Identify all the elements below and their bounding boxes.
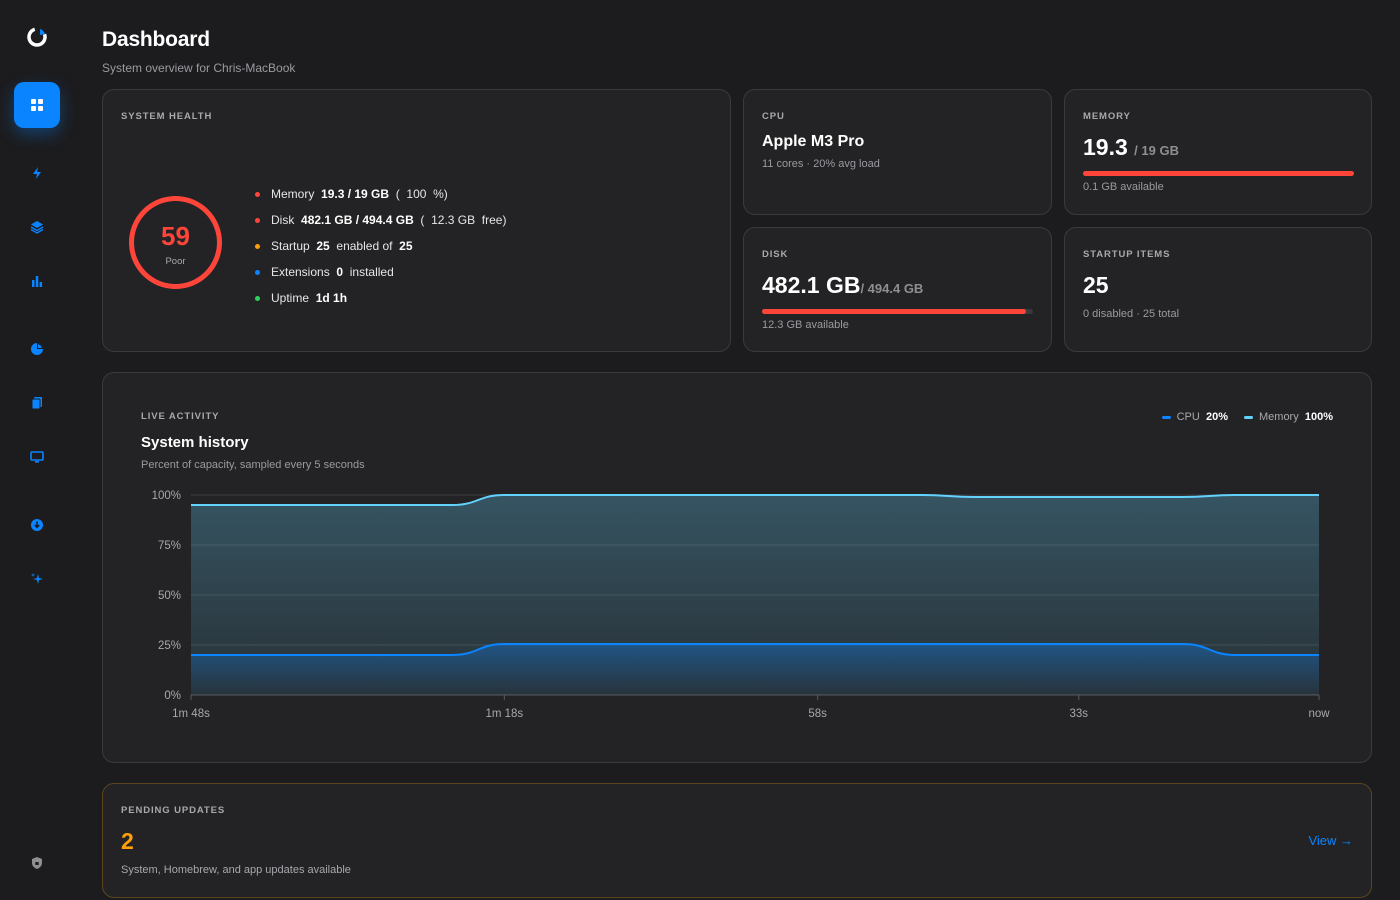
startup-card: STARTUP ITEMS 25 0 disabled · 25 total	[1064, 227, 1372, 352]
pending-updates-card: PENDING UPDATES 2 System, Homebrew, and …	[102, 783, 1372, 898]
x-tick-label: 33s	[1070, 708, 1089, 720]
monitor-icon	[30, 451, 44, 463]
memory-value: 19.3 / 19 GB	[1083, 134, 1179, 160]
legend-swatch	[1244, 415, 1253, 419]
y-tick-label: 25%	[158, 640, 181, 652]
status-dot	[255, 295, 260, 301]
sidebar-item-downloads[interactable]	[14, 502, 60, 548]
x-tick-label: 1m 48s	[172, 708, 210, 720]
card-label: LIVE ACTIVITY	[141, 411, 220, 422]
layers-icon	[30, 221, 44, 234]
x-tick-label: 1m 18s	[485, 708, 523, 720]
health-item-uptime: Uptime 1d 1h	[255, 285, 506, 311]
system-health-card: SYSTEM HEALTH 59 Poor Memory 19.3 / 19 G…	[102, 89, 731, 352]
card-label: MEMORY	[1083, 111, 1131, 122]
sidebar-item-dashboard[interactable]	[14, 82, 60, 128]
updates-sub: System, Homebrew, and app updates availa…	[121, 864, 351, 876]
disk-value: 482.1 GB/ 494.4 GB	[762, 272, 924, 298]
card-label: SYSTEM HEALTH	[121, 111, 213, 122]
health-status: Poor	[165, 256, 186, 267]
legend-swatch	[1161, 415, 1171, 419]
sidebar-item-cleanup[interactable]	[14, 556, 60, 602]
disk-sub: 12.3 GB available	[762, 319, 849, 331]
legend-item-memory: Memory 100%	[1244, 411, 1333, 423]
grid-icon	[31, 99, 43, 111]
shield-icon	[32, 857, 42, 869]
health-item-disk: Disk 482.1 GB / 494.4 GB ( 12.3 GB free)	[255, 207, 506, 233]
health-gauge	[129, 196, 222, 289]
y-tick-label: 75%	[158, 540, 181, 552]
status-dot	[255, 191, 260, 197]
x-tick-label: 58s	[808, 708, 827, 720]
y-tick-label: 50%	[158, 590, 181, 602]
sidebar-item-stats[interactable]	[14, 258, 60, 304]
health-score: 59	[161, 221, 190, 251]
memory-sub: 0.1 GB available	[1083, 181, 1164, 193]
disk-bar	[762, 309, 1033, 314]
health-list: Memory 19.3 / 19 GB ( 100 %) Disk 482.1 …	[255, 181, 506, 311]
bar-chart-icon	[32, 276, 43, 287]
y-tick-label: 0%	[164, 690, 181, 702]
sparkles-icon	[31, 573, 43, 584]
download-icon	[31, 519, 43, 531]
status-dot	[255, 217, 260, 223]
health-item-extensions: Extensions 0 installed	[255, 259, 506, 285]
disk-card: DISK 482.1 GB/ 494.4 GB 12.3 GB availabl…	[743, 227, 1052, 352]
system-history-chart: 100% 75% 50% 25% 0% 1m 48s 1m 18s 58s 33s now	[152, 490, 1331, 720]
chart-legend: CPU 20% Memory 100%	[1146, 411, 1333, 423]
sidebar-item-display[interactable]	[14, 434, 60, 480]
sidebar-item-storage[interactable]	[14, 326, 60, 372]
sidebar-item-files[interactable]	[14, 380, 60, 426]
health-item-startup: Startup 25 enabled of 25	[255, 233, 506, 259]
chart-title: System history	[141, 434, 249, 451]
card-label: STARTUP ITEMS	[1083, 249, 1171, 260]
card-label: DISK	[762, 249, 789, 260]
bolt-icon	[33, 167, 41, 179]
card-label: CPU	[762, 111, 785, 122]
sidebar-item-privacy[interactable]	[14, 840, 60, 886]
cpu-line	[190, 643, 1319, 657]
sidebar-item-layers[interactable]	[14, 204, 60, 250]
pie-chart-icon	[31, 343, 43, 355]
cpu-model: Apple M3 Pro	[762, 133, 865, 150]
status-dot	[255, 243, 260, 249]
updates-count: 2	[121, 828, 134, 854]
main-content: Dashboard System overview for Chris-MacB…	[102, 0, 1372, 900]
health-item-memory: Memory 19.3 / 19 GB ( 100 %)	[255, 181, 506, 207]
cpu-area	[191, 644, 1319, 695]
chart-subtitle: Percent of capacity, sampled every 5 sec…	[141, 459, 365, 471]
page-subtitle: System overview for Chris-MacBook	[102, 61, 296, 75]
page-title: Dashboard	[102, 28, 210, 51]
x-tick-label: now	[1308, 708, 1330, 720]
card-label: PENDING UPDATES	[121, 805, 226, 816]
sidebar	[0, 0, 74, 900]
documents-icon	[31, 397, 42, 410]
view-updates-link[interactable]: View →	[1308, 833, 1353, 848]
memory-card: MEMORY 19.3 / 19 GB 0.1 GB available	[1064, 89, 1372, 215]
startup-value: 25	[1083, 272, 1109, 298]
memory-bar	[1083, 171, 1354, 176]
app-logo-icon	[26, 26, 48, 48]
memory-line	[191, 493, 1319, 506]
y-tick-label: 100%	[152, 490, 181, 502]
sidebar-item-performance[interactable]	[14, 150, 60, 196]
startup-sub: 0 disabled · 25 total	[1083, 308, 1180, 320]
status-dot	[255, 269, 260, 275]
live-activity-card: 100% 75% 50% 25% 0% 1m 48s 1m 18s 58s 33s now LIV…	[102, 372, 1372, 763]
cpu-card: CPU Apple M3 Pro 11 cores · 20% avg load	[743, 89, 1052, 215]
legend-item-cpu: CPU 20%	[1161, 411, 1228, 423]
cpu-sub: 11 cores · 20% avg load	[762, 158, 880, 170]
